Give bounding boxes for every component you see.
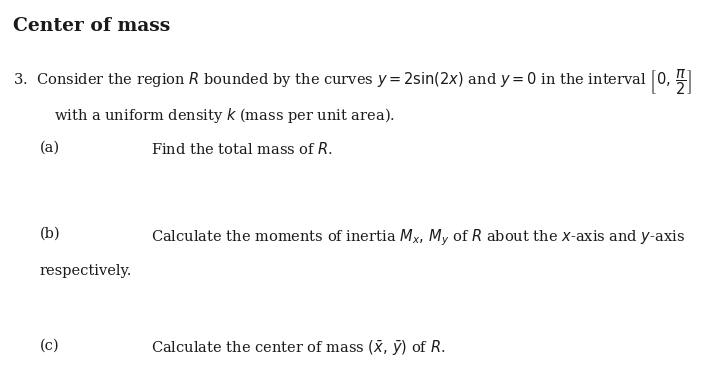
Text: Calculate the center of mass $(\bar{x},\, \bar{y})$ of $R$.: Calculate the center of mass $(\bar{x},\… (151, 339, 446, 358)
Text: respectively.: respectively. (40, 264, 132, 278)
Text: Find the total mass of $R$.: Find the total mass of $R$. (151, 141, 333, 157)
Text: Calculate the moments of inertia $M_x,\, M_y$ of $R$ about the $x$-axis and $y$-: Calculate the moments of inertia $M_x,\,… (151, 227, 685, 248)
Text: (c): (c) (40, 339, 59, 353)
Text: (a): (a) (40, 141, 60, 154)
Text: 3.  Consider the region $R$ bounded by the curves $y = 2\sin(2x)$ and $y = 0$ in: 3. Consider the region $R$ bounded by th… (13, 67, 692, 97)
Text: (b): (b) (40, 227, 60, 241)
Text: Center of mass: Center of mass (13, 17, 170, 35)
Text: with a uniform density $k$ (mass per unit area).: with a uniform density $k$ (mass per uni… (54, 106, 395, 125)
